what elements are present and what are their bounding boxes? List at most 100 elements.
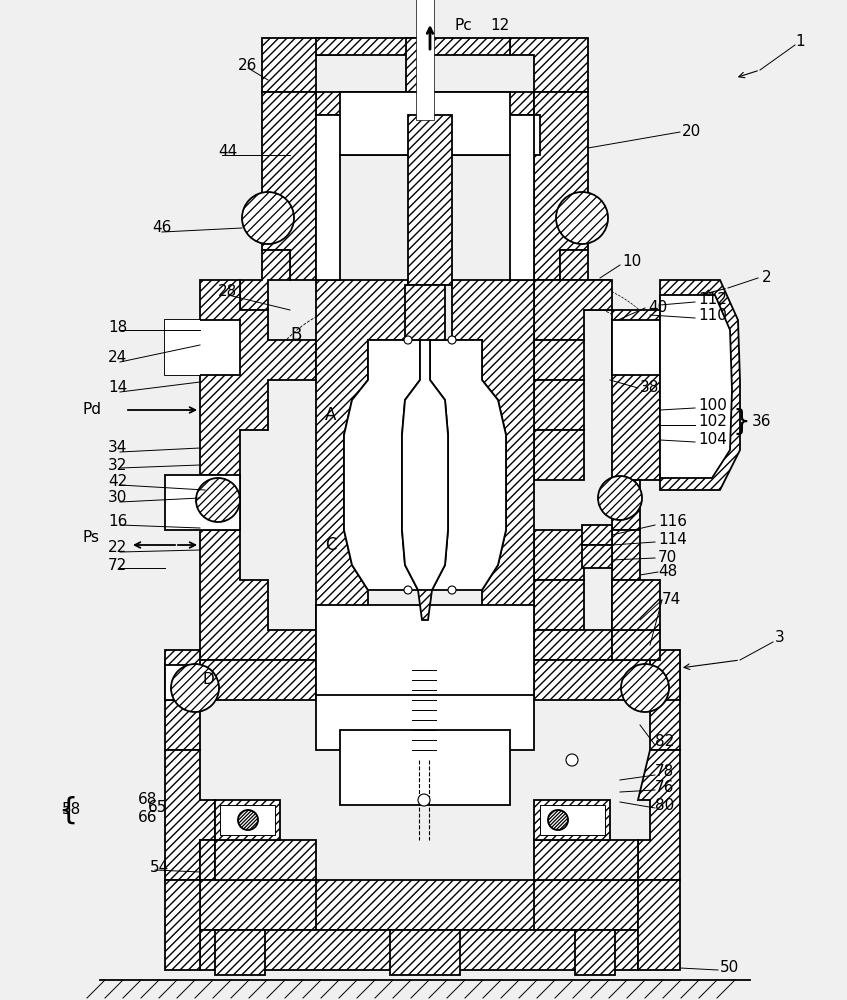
Polygon shape [200, 840, 215, 880]
Polygon shape [612, 480, 640, 530]
Polygon shape [402, 340, 448, 590]
Circle shape [418, 794, 430, 806]
Polygon shape [165, 650, 200, 700]
Text: 102: 102 [698, 414, 727, 430]
Text: {: { [58, 796, 77, 824]
Text: 116: 116 [658, 514, 687, 530]
Text: 104: 104 [698, 432, 727, 448]
Polygon shape [582, 545, 612, 568]
Text: 46: 46 [152, 221, 171, 235]
Polygon shape [200, 880, 316, 930]
Polygon shape [200, 880, 638, 930]
Polygon shape [316, 605, 534, 700]
Circle shape [196, 478, 240, 522]
Polygon shape [344, 340, 506, 590]
Circle shape [548, 810, 568, 830]
Polygon shape [200, 280, 316, 480]
Polygon shape [200, 480, 240, 530]
Polygon shape [240, 250, 290, 310]
Text: 50: 50 [720, 960, 739, 976]
Polygon shape [316, 660, 408, 700]
Text: 44: 44 [218, 144, 237, 159]
Polygon shape [612, 310, 660, 480]
Polygon shape [402, 285, 448, 620]
Circle shape [556, 192, 608, 244]
Text: Pc: Pc [455, 17, 473, 32]
Polygon shape [560, 250, 610, 310]
Circle shape [621, 664, 669, 712]
Text: 26: 26 [238, 57, 257, 73]
Text: C: C [325, 536, 336, 554]
Circle shape [404, 586, 412, 594]
Circle shape [448, 586, 456, 594]
Polygon shape [575, 930, 615, 975]
Polygon shape [534, 280, 612, 340]
Polygon shape [262, 38, 340, 92]
Polygon shape [316, 115, 540, 155]
Text: }: } [733, 408, 750, 436]
Text: 110: 110 [698, 308, 727, 324]
Polygon shape [534, 840, 638, 880]
Polygon shape [165, 750, 215, 880]
Polygon shape [534, 800, 610, 840]
Polygon shape [316, 38, 510, 55]
Polygon shape [200, 530, 316, 660]
Polygon shape [452, 660, 534, 700]
Text: 24: 24 [108, 351, 127, 365]
Polygon shape [452, 660, 534, 700]
Polygon shape [165, 475, 240, 530]
Text: 82: 82 [655, 734, 674, 750]
Polygon shape [408, 115, 452, 285]
Polygon shape [534, 340, 584, 380]
Polygon shape [534, 380, 584, 430]
Circle shape [238, 810, 258, 830]
Polygon shape [316, 695, 534, 750]
Text: 16: 16 [108, 514, 127, 530]
Polygon shape [390, 930, 460, 975]
Polygon shape [612, 580, 660, 630]
Text: 38: 38 [640, 380, 659, 395]
Polygon shape [612, 580, 640, 630]
Text: 20: 20 [682, 124, 701, 139]
Polygon shape [510, 38, 588, 92]
Text: 40: 40 [648, 300, 667, 316]
Polygon shape [534, 880, 638, 930]
Text: 18: 18 [108, 320, 127, 336]
Text: 78: 78 [655, 764, 674, 780]
Polygon shape [316, 660, 408, 700]
Circle shape [242, 192, 294, 244]
Text: 70: 70 [658, 550, 678, 566]
Polygon shape [534, 530, 584, 580]
Text: 72: 72 [108, 558, 127, 572]
Polygon shape [638, 750, 680, 880]
Text: 32: 32 [108, 458, 127, 473]
Text: 22: 22 [108, 540, 127, 556]
Text: 42: 42 [108, 475, 127, 489]
Polygon shape [534, 660, 680, 750]
Text: 12: 12 [490, 17, 509, 32]
Polygon shape [540, 805, 605, 835]
Polygon shape [390, 92, 460, 115]
Text: 54: 54 [150, 860, 169, 876]
Polygon shape [612, 630, 660, 660]
Polygon shape [165, 665, 200, 700]
Polygon shape [165, 880, 200, 970]
Polygon shape [534, 92, 588, 280]
Circle shape [566, 754, 578, 766]
Polygon shape [165, 320, 200, 375]
Polygon shape [165, 320, 240, 375]
Polygon shape [420, 21, 430, 38]
Circle shape [404, 336, 412, 344]
Text: A: A [325, 406, 336, 424]
Polygon shape [406, 38, 420, 92]
Circle shape [171, 664, 219, 712]
Polygon shape [452, 280, 534, 630]
Polygon shape [200, 488, 225, 510]
Polygon shape [340, 730, 510, 805]
Text: 112: 112 [698, 292, 727, 308]
Polygon shape [340, 92, 510, 155]
Text: 48: 48 [658, 564, 678, 580]
Text: 3: 3 [775, 631, 785, 646]
Text: 100: 100 [698, 397, 727, 412]
Text: 14: 14 [108, 380, 127, 395]
